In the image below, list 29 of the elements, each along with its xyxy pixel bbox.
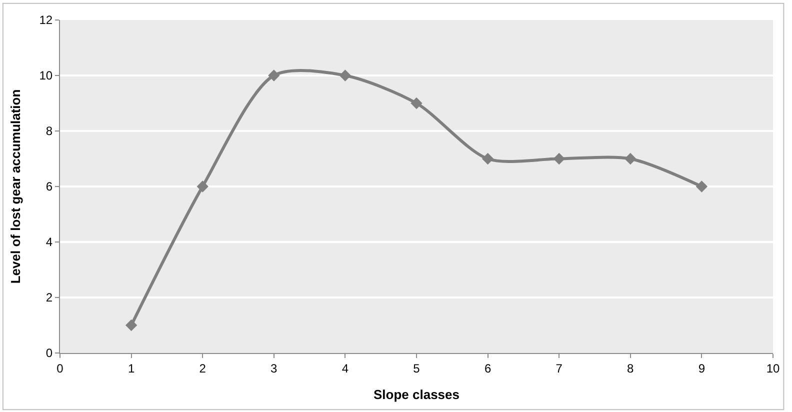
point: [624, 152, 636, 165]
point: [196, 180, 208, 192]
x-tick-label: 0: [56, 361, 64, 376]
y-axis-title: Level of lost gear accumulation: [8, 89, 24, 284]
y-tick-label: 4: [46, 235, 53, 250]
x-tick-label: 5: [413, 361, 420, 376]
x-tick-label: 1: [128, 361, 135, 376]
x-tick-label: 9: [698, 361, 706, 376]
x-tick-label: 10: [766, 361, 780, 376]
point: [410, 97, 422, 110]
x-tick-label: 2: [199, 361, 206, 376]
point: [268, 70, 280, 82]
x-tick-label: 7: [556, 361, 563, 376]
y-tick-label: 0: [46, 346, 53, 360]
x-tick-label: 4: [342, 361, 349, 376]
point: [482, 152, 494, 165]
y-tick-label: 2: [46, 290, 53, 305]
x-tick-label: 3: [270, 361, 278, 376]
point: [125, 319, 138, 332]
y-tick-label: 12: [39, 13, 53, 28]
point: [696, 180, 708, 192]
point: [553, 152, 565, 165]
y-tick-label: 10: [39, 68, 53, 83]
y-tick-label: 8: [46, 124, 53, 138]
x-tick-label: 6: [484, 361, 492, 376]
x-tick-label: 8: [627, 361, 634, 376]
x-axis-title: Slope classes: [374, 387, 460, 402]
point: [339, 70, 352, 82]
y-tick-label: 6: [46, 180, 53, 194]
